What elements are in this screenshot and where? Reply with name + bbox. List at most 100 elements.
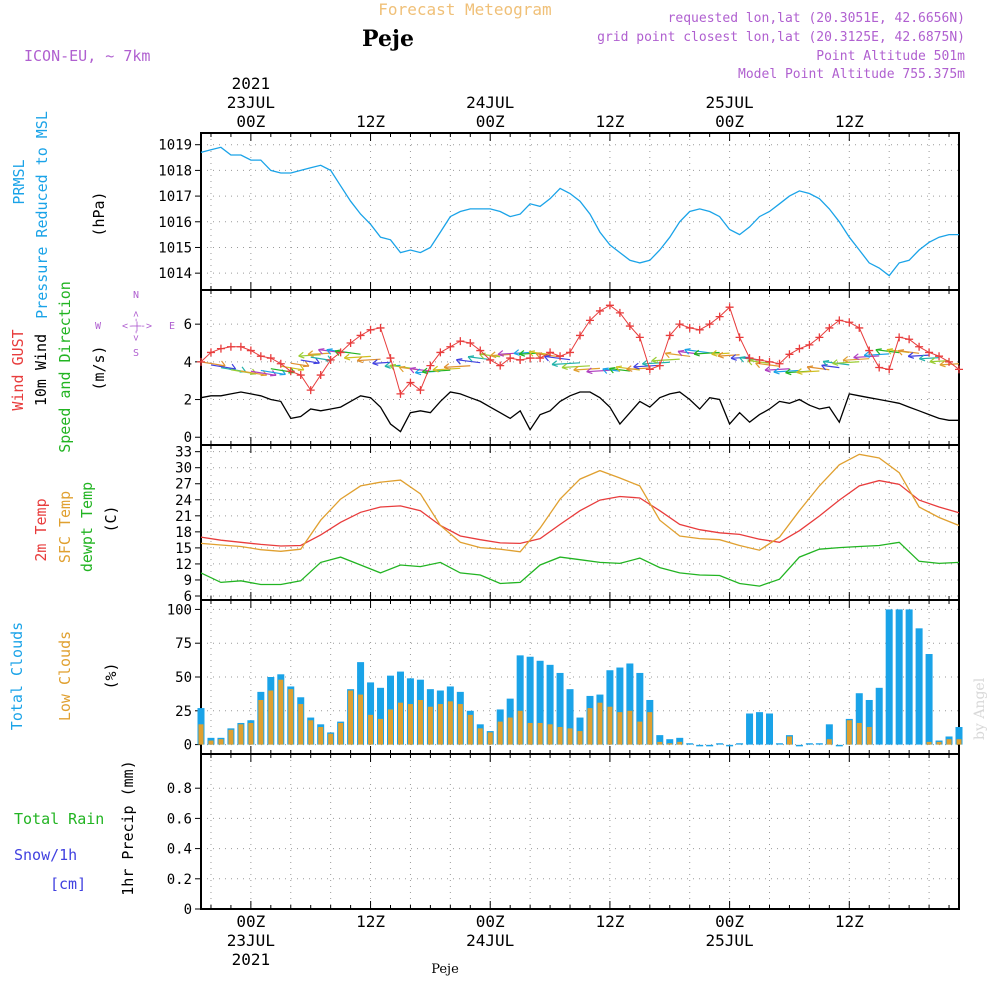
wind-arrow-head xyxy=(642,363,649,367)
low-cloud-bar xyxy=(617,712,623,745)
wind-direction-arrow xyxy=(409,367,431,372)
wind-arrow-head xyxy=(823,360,830,363)
temp-unit-label: (C) xyxy=(102,505,120,532)
low-cloud-bar xyxy=(467,714,473,745)
gust-marker xyxy=(546,348,555,357)
gust-marker xyxy=(256,352,265,361)
low-cloud-bar xyxy=(427,706,433,745)
y-tick-label: 1017 xyxy=(158,189,192,205)
total-cloud-bar xyxy=(865,699,873,745)
gust-marker xyxy=(326,355,335,364)
wind-direction-arrow xyxy=(573,367,600,371)
wind-arrow-head xyxy=(602,367,609,370)
total-cloud-bar xyxy=(377,687,385,745)
wind-arrow-head xyxy=(875,349,881,355)
wind-arrow-head xyxy=(221,360,226,367)
wind-direction-arrow xyxy=(864,353,890,357)
wind-arrow-head xyxy=(432,369,439,373)
y-tick-label: 1014 xyxy=(158,266,192,282)
wind-arrow-head xyxy=(551,360,558,365)
total-cloud-bar xyxy=(676,737,684,745)
gust-marker xyxy=(625,322,634,331)
top-time-label: 12Z xyxy=(835,112,864,131)
precip-label-snow: Snow/1h xyxy=(14,846,77,864)
wind-direction-arrow xyxy=(897,350,920,354)
wind-direction-arrow xyxy=(444,365,471,368)
gust-marker xyxy=(476,346,485,355)
wind-arrow-head xyxy=(773,371,780,375)
wind-direction-arrow xyxy=(832,361,860,365)
wind-direction-arrow xyxy=(929,360,950,363)
chart-title: Forecast Meteogram xyxy=(378,0,551,19)
total-cloud-bar xyxy=(766,713,773,745)
gust-marker xyxy=(755,355,764,364)
compass-n: N xyxy=(133,290,139,301)
top-time-label: 00Z xyxy=(236,112,265,131)
wind-arrow-head xyxy=(326,348,333,351)
wind-arrow-head xyxy=(929,357,935,363)
total-cloud-bar xyxy=(367,682,375,745)
wind-arrow-head xyxy=(907,352,914,357)
gust-marker xyxy=(665,331,674,340)
precip-ylabel: 1hr Precip (mm) xyxy=(119,760,137,895)
wind-arrow-head xyxy=(513,349,520,354)
wind-arrow-head xyxy=(711,353,718,357)
wind-arrow-head xyxy=(399,365,406,368)
wind-arrow-head xyxy=(372,359,378,364)
low-cloud-bar xyxy=(298,704,304,745)
gust-marker xyxy=(715,312,724,321)
wind-arrow-head xyxy=(298,351,304,357)
wind-arrow-head xyxy=(519,353,526,357)
wind-arrow-head xyxy=(561,363,568,369)
gust-marker xyxy=(595,306,604,315)
low-cloud-bar xyxy=(826,739,832,745)
gust-marker xyxy=(895,333,904,342)
bottom-time-label: 2021 xyxy=(232,950,271,969)
wind-arrow-head xyxy=(633,366,640,370)
wind-arrow-head xyxy=(415,372,422,376)
total-cloud-bar xyxy=(955,727,963,745)
wind-arrow-head xyxy=(739,357,745,363)
gust-marker xyxy=(197,357,205,366)
wind-arrow-head xyxy=(497,353,504,357)
gust-marker xyxy=(446,342,455,351)
wind-arrow-head xyxy=(357,360,364,364)
total-cloud-bar xyxy=(566,689,574,745)
y-tick-label: 0 xyxy=(184,430,192,446)
gust-marker xyxy=(486,355,495,364)
clouds-label-total: Total Clouds xyxy=(8,622,26,730)
point-altitude: Point Altitude 501m xyxy=(816,49,965,64)
wind-arrow-head xyxy=(299,364,305,371)
gust-marker xyxy=(406,378,415,387)
top-time-label: 25JUL xyxy=(706,93,754,112)
wind-arrow-head xyxy=(561,366,568,371)
wind-arrow-head xyxy=(939,360,945,366)
wind-arrow-head xyxy=(615,365,622,368)
gust-marker xyxy=(386,354,395,363)
wind-arrow-head xyxy=(677,349,685,352)
top-time-label: 12Z xyxy=(595,112,624,131)
wind-arrow-head xyxy=(821,364,827,371)
total-cloud-bar xyxy=(656,735,664,745)
wind-arrow-head xyxy=(886,349,892,355)
low-cloud-bar xyxy=(497,721,503,745)
wind-arrow-head xyxy=(586,371,593,375)
wind-arrow-head xyxy=(414,368,421,374)
model-altitude: Model Point Altitude 755.375m xyxy=(738,67,965,82)
gust-marker xyxy=(775,359,784,368)
temperature-panel-frame xyxy=(200,444,960,601)
low-cloud-bar xyxy=(926,741,932,745)
total-cloud-bar xyxy=(626,663,634,745)
wind-arrow-head xyxy=(544,354,551,358)
pressure-series-prmsl xyxy=(200,146,959,277)
low-cloud-bar xyxy=(557,727,563,745)
wind-series-10m-wind xyxy=(200,391,959,433)
gust-marker xyxy=(566,348,575,357)
y-tick-label: 9 xyxy=(184,573,192,589)
low-cloud-bar xyxy=(856,722,862,745)
y-tick-label: 18 xyxy=(175,525,192,541)
total-cloud-bar xyxy=(546,664,554,745)
wind-arrow-head xyxy=(467,356,473,362)
wind-arrow-head xyxy=(528,351,534,357)
y-tick-label: 27 xyxy=(175,477,192,493)
